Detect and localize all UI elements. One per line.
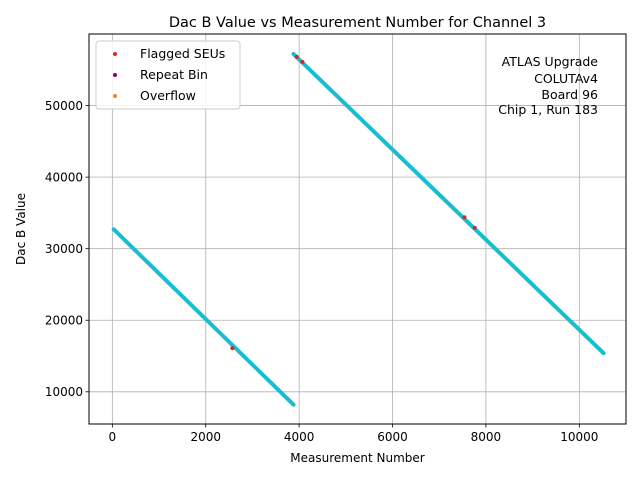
y-tick-label: 40000 bbox=[45, 170, 83, 184]
x-tick-label: 2000 bbox=[190, 430, 221, 444]
legend-label-repeat-bin: Repeat Bin bbox=[140, 67, 208, 82]
x-tick-label: 0 bbox=[109, 430, 117, 444]
annotation-block: ATLAS Upgrade COLUTAv4 Board 96 Chip 1, … bbox=[498, 54, 598, 117]
legend-box bbox=[95, 40, 241, 110]
annotation-line-2: COLUTAv4 bbox=[534, 71, 598, 86]
y-tick-label: 10000 bbox=[45, 385, 83, 399]
x-tick-label: 10000 bbox=[560, 430, 598, 444]
legend-marker-flagged-seus bbox=[113, 52, 117, 56]
flagged-point bbox=[472, 225, 477, 230]
annotation-line-3: Board 96 bbox=[541, 87, 598, 102]
x-tick-label: 6000 bbox=[377, 430, 408, 444]
y-tick-label: 20000 bbox=[45, 314, 83, 328]
legend-label-flagged-seus: Flagged SEUs bbox=[140, 46, 225, 61]
plot-frame bbox=[88, 33, 627, 425]
y-tick-label: 50000 bbox=[45, 99, 83, 113]
flagged-point bbox=[230, 346, 235, 351]
legend-marker-repeat-bin bbox=[113, 73, 117, 77]
grid bbox=[89, 34, 626, 424]
chart-title: Dac B Value vs Measurement Number for Ch… bbox=[169, 15, 546, 31]
data-layer bbox=[111, 52, 606, 407]
flagged-point bbox=[462, 215, 467, 220]
flagged-point bbox=[300, 59, 305, 64]
legend-marker-overflow bbox=[113, 94, 117, 98]
ticks: 0 2000 4000 6000 8000 10000 10000 20000 30000 400… bbox=[45, 99, 599, 444]
x-tick-label: 4000 bbox=[284, 430, 315, 444]
x-tick-label: 8000 bbox=[471, 430, 502, 444]
flagged-point bbox=[294, 54, 299, 59]
x-axis-title: Measurement Number bbox=[290, 451, 424, 465]
y-axis-title: Dac B Value bbox=[14, 193, 28, 265]
legend-label-overflow: Overflow bbox=[140, 88, 196, 103]
legend: Flagged SEUs Repeat Bin Overflow bbox=[95, 40, 241, 110]
data-series-segment bbox=[111, 227, 296, 407]
annotation-line-4: Chip 1, Run 183 bbox=[498, 102, 598, 117]
y-tick-label: 30000 bbox=[45, 242, 83, 256]
data-series-segment bbox=[291, 52, 606, 356]
annotation-line-1: ATLAS Upgrade bbox=[502, 54, 599, 69]
